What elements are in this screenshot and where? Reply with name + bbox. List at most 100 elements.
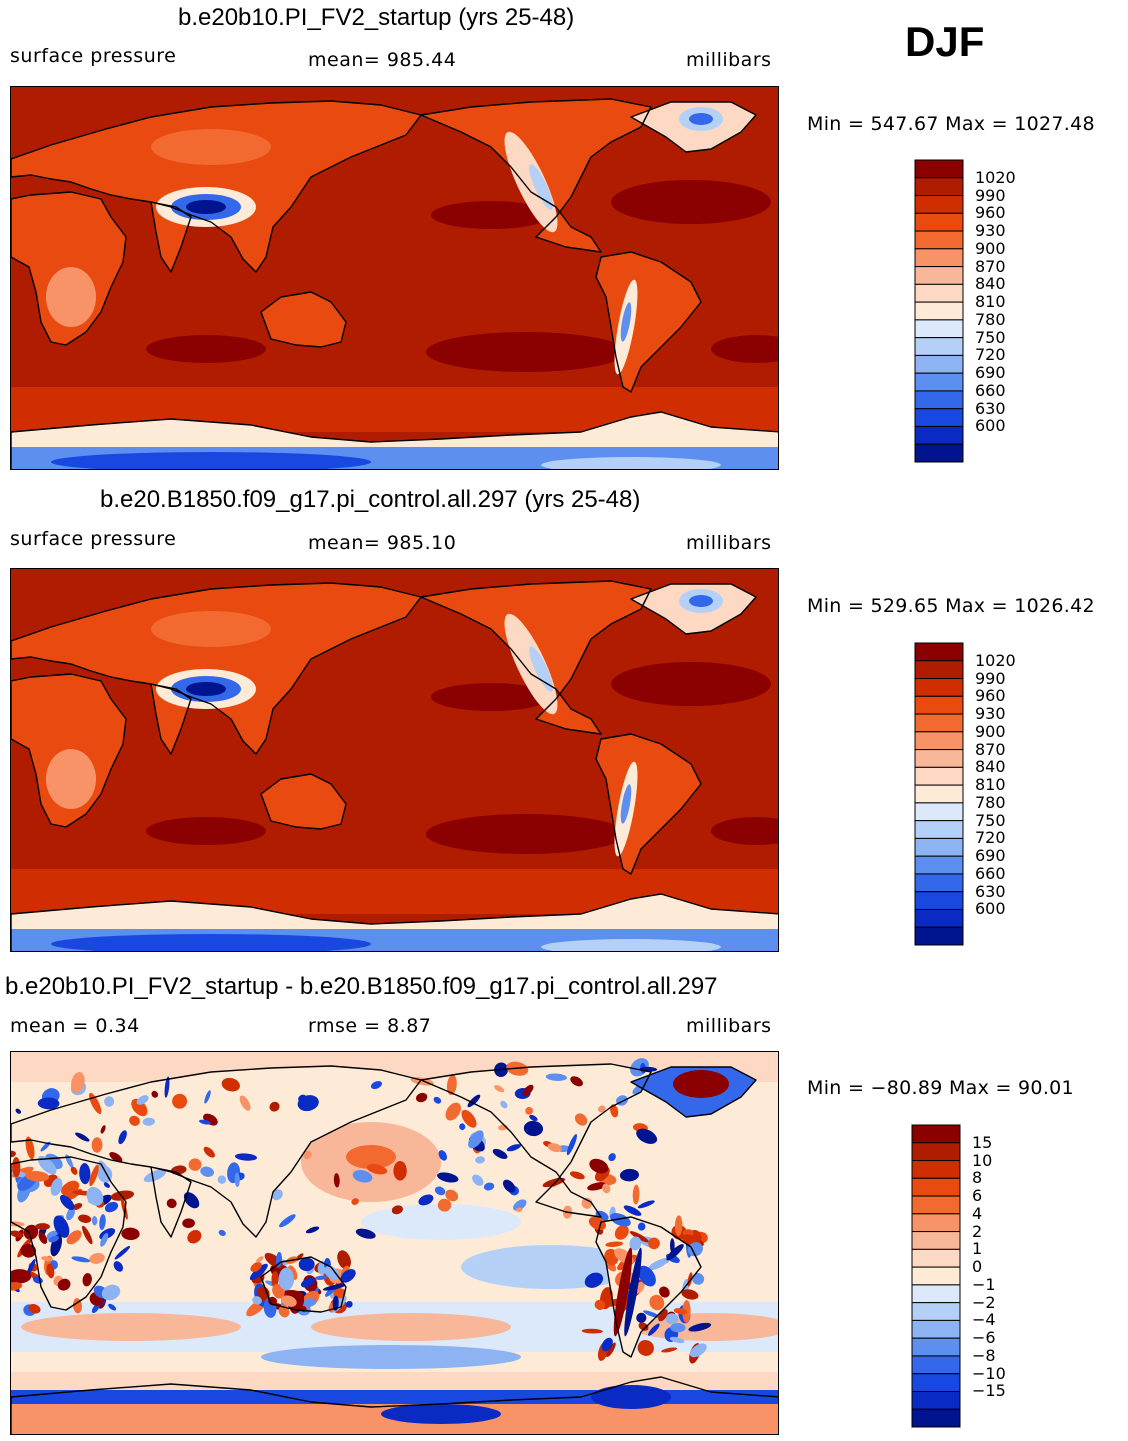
field-contour: [345, 1300, 353, 1308]
field-contour: [11, 101, 421, 272]
field-contour: [506, 1144, 522, 1152]
colorbar-box: [914, 390, 964, 410]
field-contour: [250, 1262, 262, 1272]
field-contour: [75, 1132, 90, 1142]
colorbar-box: [911, 1142, 961, 1162]
field-contour: [689, 113, 713, 125]
field-contour: [50, 1177, 63, 1196]
field-contour: [504, 131, 558, 233]
colorbar-tick-label: −6: [972, 1328, 996, 1348]
field-contour: [670, 1323, 686, 1333]
field-contour: [393, 1161, 407, 1181]
colorbar-tick-label: 660: [975, 380, 1006, 400]
field-contour: [37, 1097, 60, 1110]
field-contour: [91, 1303, 100, 1314]
field-contour: [588, 1216, 607, 1231]
colorbar-tick-label: 780: [975, 309, 1006, 329]
field-contour: [337, 1250, 351, 1270]
coastline: [630, 583, 757, 635]
colorbar-tick-label: 1020: [975, 650, 1016, 670]
field-contour: [638, 1322, 649, 1331]
field-contour: [674, 1215, 683, 1236]
field-contour: [492, 1148, 508, 1160]
field-contour: [11, 1066, 421, 1237]
field-contour: [298, 1257, 315, 1272]
coastline: [11, 893, 778, 951]
field-contour: [665, 1313, 679, 1325]
panel-3-map: [10, 1051, 779, 1435]
field-contour: [182, 1218, 195, 1228]
coastline: [595, 733, 702, 875]
field-contour: [459, 1123, 466, 1131]
colorbar-box: [914, 408, 964, 427]
field-contour: [20, 1243, 37, 1258]
field-contour: [71, 1203, 83, 1211]
field-contour: [589, 1158, 609, 1174]
field-contour: [46, 1263, 55, 1279]
field-contour: [332, 1295, 339, 1311]
field-contour: [146, 817, 266, 845]
coastline: [150, 201, 192, 273]
field-contour: [89, 1252, 105, 1264]
colorbar-box: [914, 195, 964, 214]
field-contour: [300, 1277, 315, 1288]
field-contour: [418, 1194, 434, 1206]
field-contour: [164, 1076, 170, 1098]
field-contour: [673, 1308, 688, 1315]
coastline: [420, 98, 652, 253]
colorbar-tick-label: 690: [975, 846, 1006, 866]
coastline: [630, 1066, 757, 1118]
field-contour: [426, 332, 626, 372]
panel-2-colorbar-svg: [914, 642, 964, 946]
colorbar-box: [914, 230, 964, 250]
field-contour: [529, 646, 553, 692]
field-contour: [594, 1299, 606, 1310]
field-contour: [446, 1074, 457, 1096]
field-contour: [303, 1150, 312, 1160]
field-contour: [278, 1267, 294, 1290]
field-contour: [324, 1266, 340, 1280]
field-contour: [120, 1197, 128, 1220]
colorbar-tick-label: 8: [972, 1168, 983, 1188]
field-contour: [311, 1313, 511, 1341]
colorbar-tick-label: 690: [975, 363, 1006, 383]
field-contour: [118, 1130, 127, 1145]
colorbar-box: [914, 855, 964, 875]
field-contour: [25, 1136, 35, 1160]
colorbar-tick-label: −10: [972, 1363, 1006, 1383]
colorbar-tick-label: 930: [975, 221, 1006, 241]
field-contour: [204, 1090, 211, 1104]
panel-2-mean: mean= 985.10: [308, 532, 457, 554]
field-contour: [314, 1275, 328, 1280]
field-contour: [691, 1272, 705, 1285]
field-contour: [37, 1155, 57, 1175]
colorbar-tick-label: 1020: [975, 167, 1016, 187]
panel-1-mean: mean= 985.44: [308, 49, 457, 71]
field-contour: [605, 1241, 624, 1247]
colorbar-box: [914, 784, 964, 804]
field-contour: [11, 1150, 16, 1158]
panel-3-map-svg: [11, 1052, 778, 1434]
panel-1-colorbar-svg: [914, 159, 964, 463]
field-contour: [659, 1286, 670, 1298]
colorbar-box: [911, 1195, 961, 1215]
colorbar-box: [914, 266, 964, 285]
season-label: DJF: [905, 18, 985, 65]
field-contour: [114, 1245, 131, 1260]
field-contour: [437, 1172, 459, 1183]
colorbar-tick-label: 900: [975, 238, 1006, 258]
panel-2-map: [10, 568, 779, 952]
field-contour: [629, 1236, 642, 1251]
field-contour: [391, 1205, 404, 1215]
colorbar-tick-label: 960: [975, 203, 1006, 223]
colorbar-box: [911, 1124, 961, 1144]
colorbar-tick-label: 630: [975, 398, 1006, 418]
field-contour: [221, 1077, 240, 1092]
colorbar-tick-label: 660: [975, 863, 1006, 883]
colorbar-tick-label: 750: [975, 327, 1006, 347]
field-contour: [431, 201, 551, 229]
field-contour: [100, 1233, 109, 1247]
field-contour: [636, 1312, 647, 1323]
colorbar-box: [914, 354, 964, 374]
field-contour: [305, 1226, 320, 1234]
